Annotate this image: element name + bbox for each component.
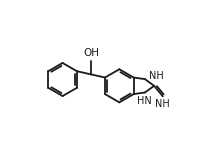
Text: NH: NH (149, 71, 164, 81)
Text: NH: NH (155, 99, 170, 109)
Text: OH: OH (83, 48, 99, 58)
Text: HN: HN (137, 97, 152, 106)
